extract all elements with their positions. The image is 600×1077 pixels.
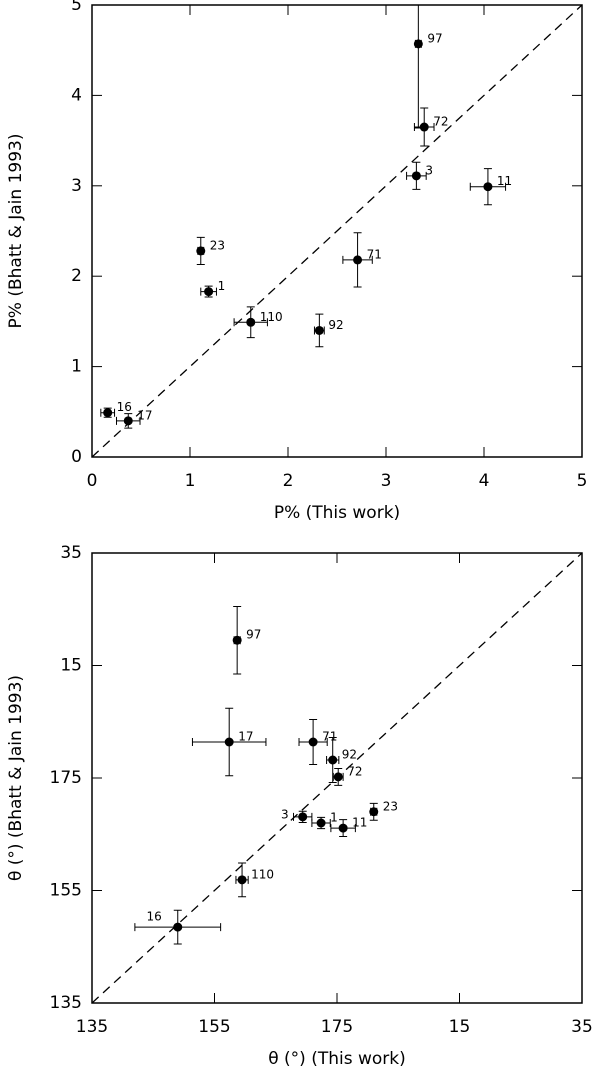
- x-tick-label: 0: [87, 471, 98, 491]
- x-tick-label: 3: [381, 471, 392, 491]
- point-label: 11: [497, 174, 512, 188]
- y-axis-label: P% (Bhatt & Jain 1993): [6, 134, 26, 329]
- data-point: [311, 816, 331, 830]
- reference-line: [92, 5, 582, 457]
- point: [338, 823, 348, 833]
- point-label: 3: [425, 163, 433, 177]
- point-label: 71: [322, 730, 337, 744]
- point: [314, 325, 324, 335]
- point: [353, 255, 363, 265]
- y-tick-label: 155: [50, 881, 82, 901]
- x-tick-label: 15: [449, 1017, 471, 1037]
- y-tick-label: 15: [60, 656, 82, 676]
- data-point: [116, 413, 141, 429]
- point-label: 17: [137, 408, 152, 422]
- point: [204, 287, 214, 297]
- point: [173, 922, 183, 932]
- point: [483, 182, 493, 192]
- point-label: 92: [328, 318, 343, 332]
- point: [411, 171, 421, 181]
- data-point: [298, 719, 328, 765]
- y-tick-label: 4: [71, 85, 82, 105]
- data-point: [342, 232, 373, 288]
- data-point: [232, 605, 242, 675]
- data-point: [326, 737, 340, 783]
- point-label: 23: [210, 238, 225, 252]
- point-label: 72: [347, 764, 362, 778]
- point: [308, 737, 318, 747]
- point: [232, 635, 242, 645]
- data-point: [313, 313, 325, 348]
- point: [196, 246, 206, 256]
- point: [369, 807, 379, 817]
- point: [333, 772, 343, 782]
- y-tick-label: 5: [71, 0, 82, 15]
- data-point: [406, 161, 427, 190]
- point-label: 92: [342, 748, 357, 762]
- point: [224, 737, 234, 747]
- point-label: 17: [238, 730, 253, 744]
- x-tick-label: 5: [577, 471, 588, 491]
- data-point: [134, 909, 222, 945]
- data-point: [235, 862, 249, 898]
- data-point: [413, 107, 435, 147]
- y-tick-label: 2: [71, 266, 82, 286]
- point-label: 23: [383, 799, 398, 813]
- data-point: [330, 819, 356, 837]
- point-label: 16: [117, 400, 132, 414]
- point-label: 110: [251, 867, 274, 881]
- x-tick-label: 35: [571, 1017, 593, 1037]
- point: [246, 317, 256, 327]
- x-axis-label: P% (This work): [274, 503, 400, 523]
- point-label: 97: [246, 628, 261, 642]
- y-error-bar: [414, 5, 423, 129]
- point: [413, 39, 423, 49]
- y-tick-label: 1: [71, 357, 82, 377]
- data-point: [293, 810, 313, 823]
- point-label: 1: [218, 279, 226, 293]
- x-axis-label: θ (°) (This work): [268, 1049, 406, 1069]
- data-point: [332, 767, 344, 786]
- point-label: 110: [260, 310, 283, 324]
- data-point: [196, 236, 206, 265]
- data-point: [200, 285, 217, 298]
- point-label: 72: [433, 115, 448, 129]
- point-label: 11: [352, 816, 367, 830]
- data-point: [413, 5, 423, 129]
- x-tick-label: 1: [185, 471, 196, 491]
- y-tick-label: 135: [50, 993, 82, 1013]
- y-tick-label: 35: [60, 543, 82, 563]
- y-tick-label: 175: [50, 768, 82, 788]
- x-tick-label: 2: [283, 471, 294, 491]
- data-point: [369, 802, 379, 821]
- point: [237, 875, 247, 885]
- x-tick-label: 135: [76, 1017, 108, 1037]
- y-tick-label: 3: [71, 176, 82, 196]
- point-label: 3: [281, 807, 289, 821]
- point-label: 97: [427, 31, 442, 45]
- data-point: [469, 168, 507, 206]
- point-label: 16: [146, 910, 161, 924]
- plot-frame: [91, 4, 583, 458]
- point: [123, 416, 133, 426]
- y-tick-label: 0: [71, 447, 82, 467]
- point: [103, 408, 113, 418]
- x-tick-label: 155: [198, 1017, 230, 1037]
- data-point: [233, 306, 268, 339]
- point: [316, 818, 326, 828]
- scatter-chart: 135 155 175 15 35 135 155 175 15 35 θ (°) (This wo…: [6, 543, 593, 1069]
- point: [298, 812, 308, 822]
- point-label: 71: [367, 247, 382, 261]
- x-tick-label: 175: [321, 1017, 353, 1037]
- data-point: [100, 407, 116, 418]
- point-label: 1: [330, 811, 338, 825]
- point: [419, 122, 429, 132]
- point: [328, 755, 338, 765]
- data-point: [191, 707, 267, 777]
- x-tick-label: 4: [479, 471, 490, 491]
- y-axis-label: θ (°) (Bhatt & Jain 1993): [6, 675, 26, 881]
